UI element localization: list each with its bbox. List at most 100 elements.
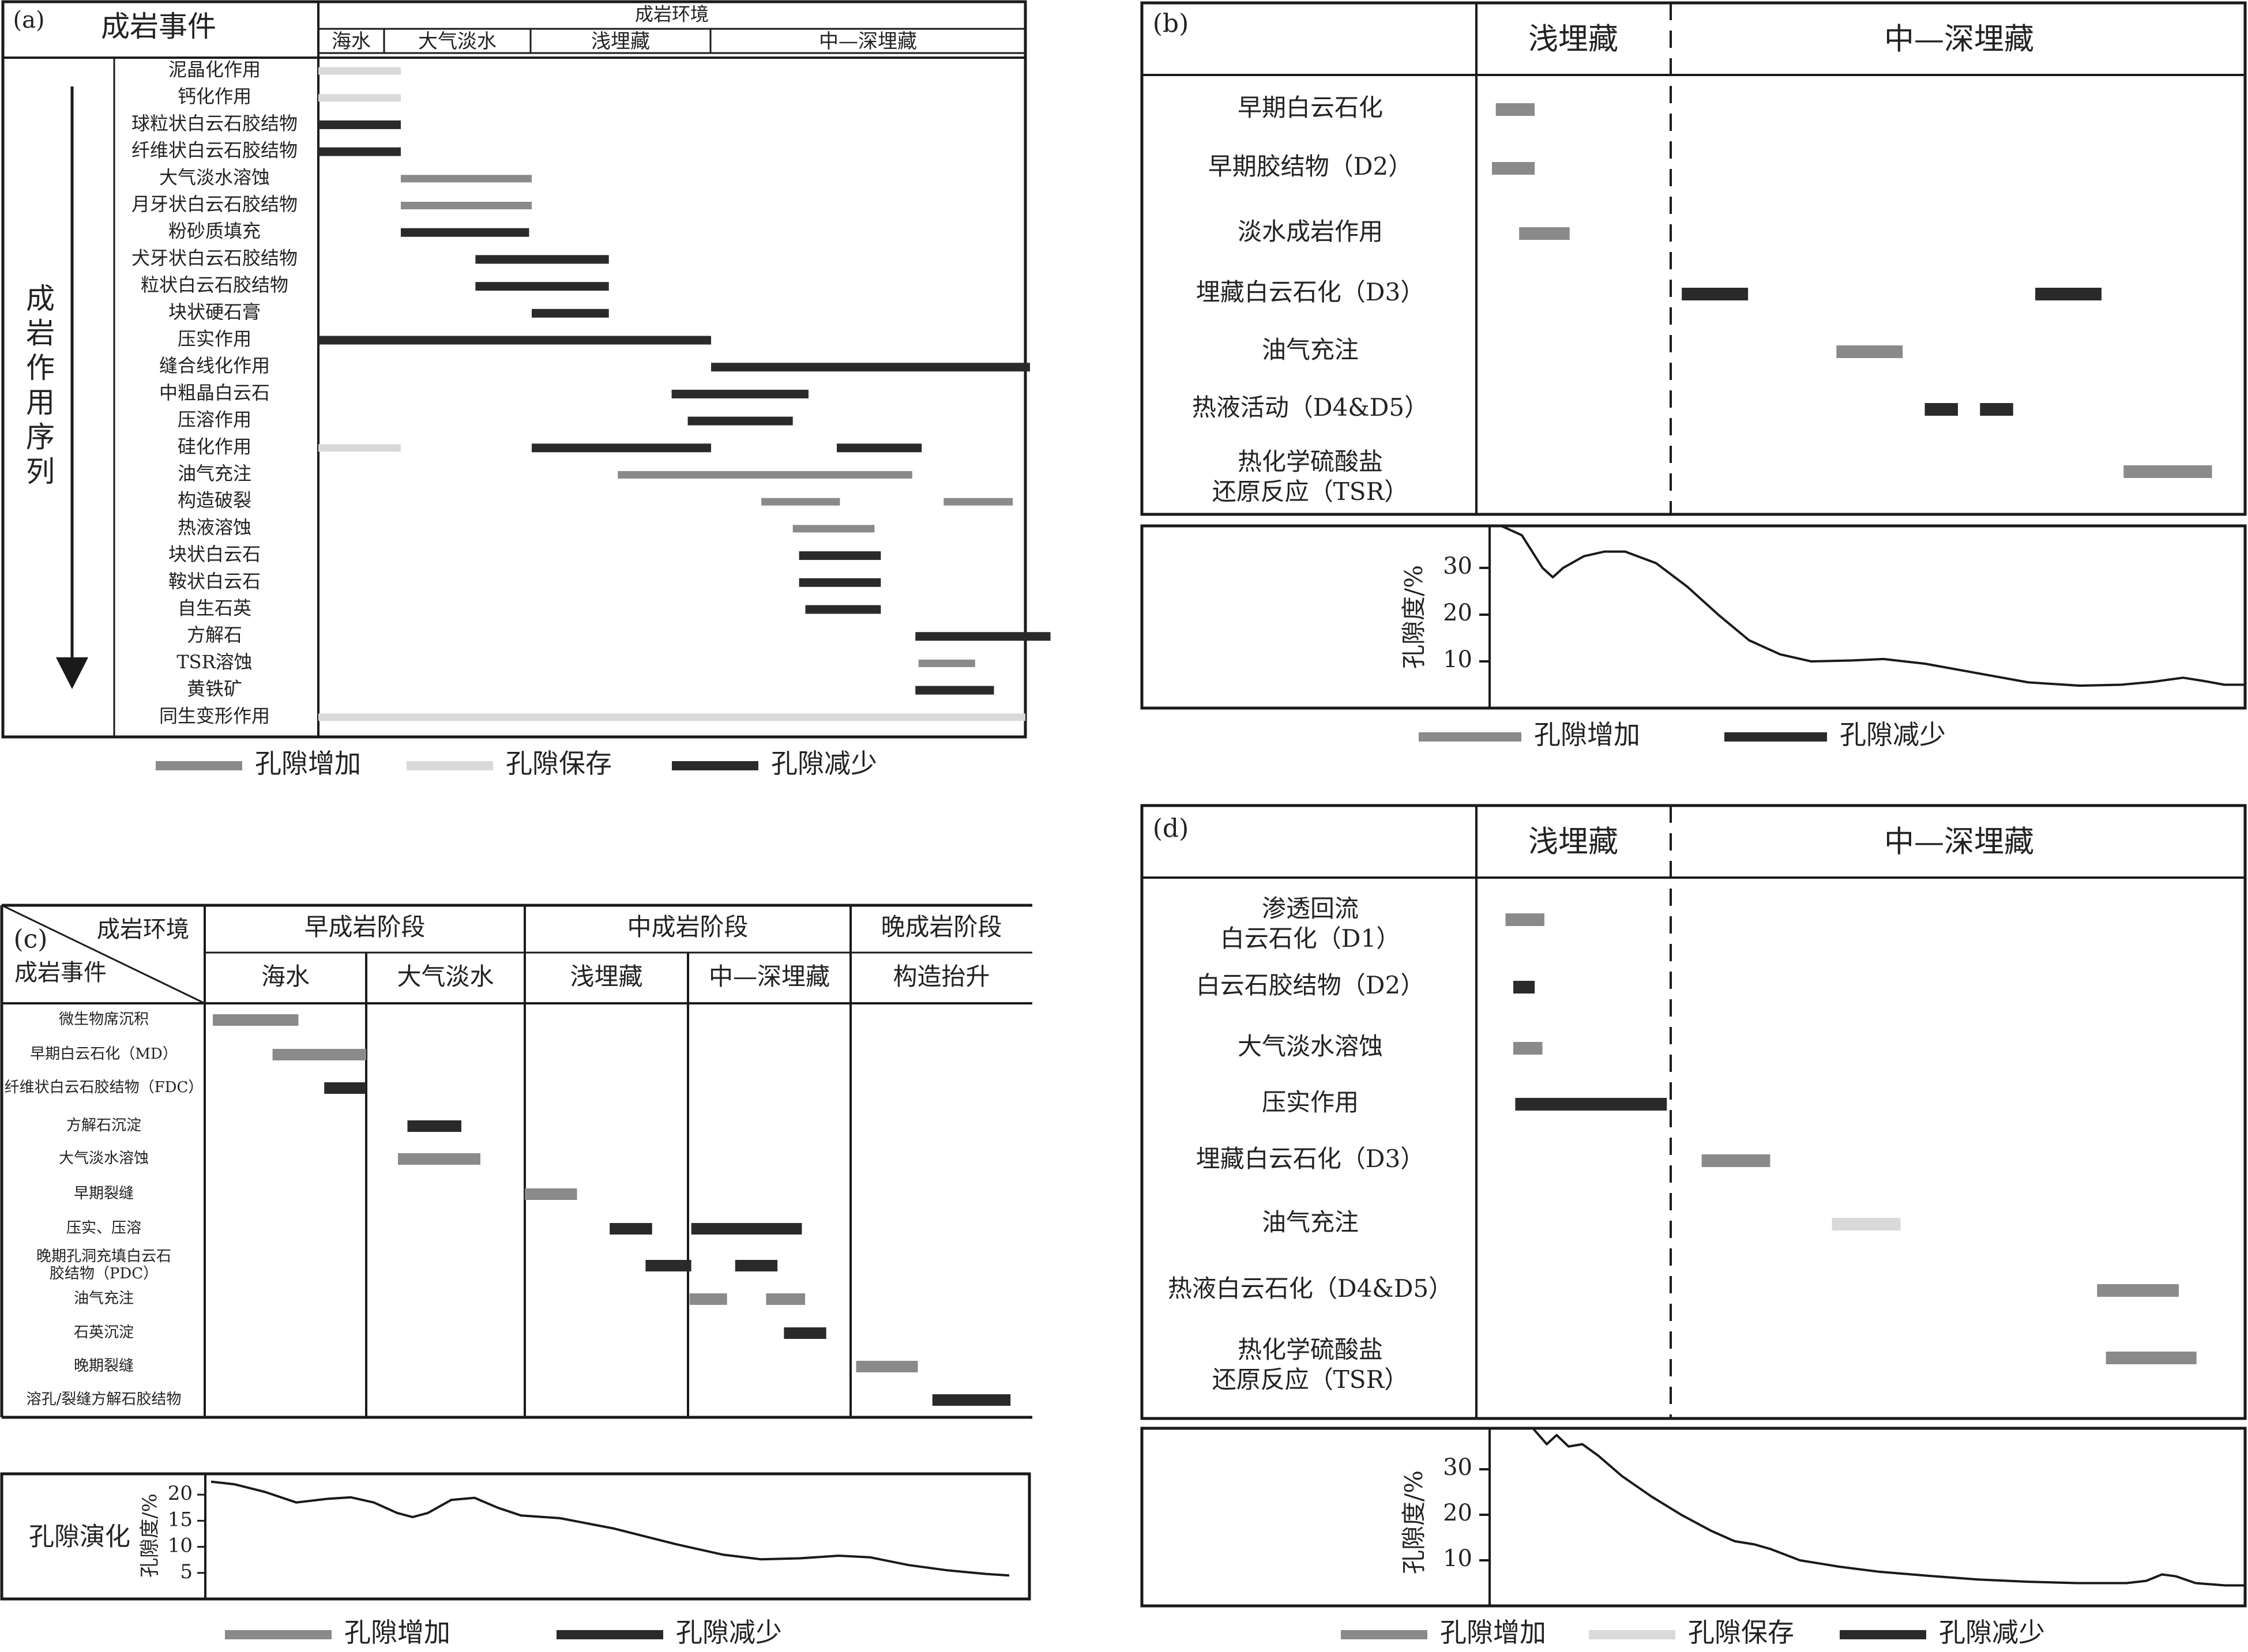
panel-d-bar xyxy=(2097,1284,2179,1297)
panel-a-bar xyxy=(618,471,912,479)
panel-d-bar xyxy=(1513,1042,1543,1055)
panel-b-label: (b) xyxy=(1153,9,1189,39)
panel-d-bar xyxy=(1515,1098,1667,1111)
panel-a-arrow-label: 成岩作用序列 xyxy=(26,282,55,488)
panel-a-event-label: 缝合线化作用 xyxy=(159,355,270,377)
panel-b-tick-label: 30 xyxy=(1443,553,1472,579)
panel-c-bar xyxy=(932,1394,1011,1406)
panel-b-porosity-label: 孔隙度/% xyxy=(1400,565,1428,669)
panel-a-bar xyxy=(318,94,401,102)
panel-c-bar xyxy=(407,1120,461,1132)
panel-a-bar xyxy=(401,228,529,237)
panel-d-event-label: 渗透回流白云石化（D1） xyxy=(1220,894,1400,953)
panel-d-col2: 中—深埋藏 xyxy=(1884,825,2034,860)
legend-label-decrease: 孔隙减少 xyxy=(771,748,877,779)
panel-c-event-label: 早期白云石化（MD） xyxy=(30,1045,177,1063)
panel-c-env-2: 浅埋藏 xyxy=(570,962,642,991)
panel-a-bar xyxy=(761,498,840,506)
panel-a-event-label: 油气充注 xyxy=(178,462,251,484)
legend-swatch-preserve xyxy=(407,761,493,770)
panel-a-event-label: 粒状白云石胶结物 xyxy=(141,274,288,296)
panel-b-bar xyxy=(1491,162,1535,175)
panel-c-stage-2: 晚成岩阶段 xyxy=(881,913,1002,941)
panel-c-event-label: 压实、压溶 xyxy=(66,1220,141,1237)
panel-a-event-label: 同生变形作用 xyxy=(159,705,270,727)
panel-a-env-0: 海水 xyxy=(332,30,371,53)
panel-c-stage-0: 早成岩阶段 xyxy=(304,913,425,941)
panel-c-bar xyxy=(272,1049,366,1060)
panel-b-bar xyxy=(1836,345,1903,358)
panel-c-label: (c) xyxy=(14,925,48,954)
panel-d-tick-label: 30 xyxy=(1443,1454,1472,1481)
panel-a-bar xyxy=(318,67,401,75)
panel-b-bar xyxy=(2123,465,2212,478)
panel-c-bar xyxy=(689,1293,727,1305)
legend-swatch-increase xyxy=(156,761,242,770)
panel-a-bar xyxy=(475,255,609,264)
panel-a-bar xyxy=(532,443,711,453)
panel-a-event-label: 黄铁矿 xyxy=(187,678,242,700)
panel-a-bar xyxy=(401,202,532,209)
panel-c-corner-top: 成岩环境 xyxy=(97,916,189,943)
panel-d-col1: 浅埋藏 xyxy=(1528,825,1618,860)
panel-c-bar xyxy=(645,1260,691,1271)
panel-a-event-label: 中粗晶白云石 xyxy=(159,382,270,404)
panel-d-bar xyxy=(2106,1352,2197,1364)
panel-d-label: (d) xyxy=(1153,814,1189,844)
panel-a-event-header: 成岩事件 xyxy=(101,10,216,43)
legend-label-preserve: 孔隙保存 xyxy=(506,748,612,779)
panel-d-event-label: 热液白云石化（D4&D5） xyxy=(1168,1274,1453,1303)
panel-c-bar xyxy=(324,1082,366,1094)
panel-c-event-label: 大气淡水溶蚀 xyxy=(59,1150,149,1167)
legend-label-increase: 孔隙增加 xyxy=(1534,719,1640,750)
panel-a-event-label: 构造破裂 xyxy=(178,490,251,511)
panel-a-bar xyxy=(915,686,994,695)
panel-a-arrow-head xyxy=(56,657,88,689)
panel-c-porosity-label: 孔隙度/% xyxy=(138,1493,161,1578)
panel-a-event-label: 月牙状白云石胶结物 xyxy=(131,193,298,215)
legend-swatch-increase xyxy=(1419,732,1521,742)
panel-c-env-1: 大气淡水 xyxy=(397,962,494,991)
panel-c-stage-1: 中成岩阶段 xyxy=(627,913,748,941)
panel-c-bar xyxy=(213,1014,299,1026)
panel-d-porosity-curve xyxy=(1532,1427,2245,1587)
panel-c-env-0: 海水 xyxy=(261,962,310,991)
panel-b-bar xyxy=(2035,288,2102,300)
legend-swatch-decrease xyxy=(672,761,758,770)
panel-c-bar xyxy=(691,1223,802,1235)
panel-d-bar xyxy=(1505,913,1544,926)
panel-d-event-label: 热化学硫酸盐还原反应（TSR） xyxy=(1212,1335,1408,1394)
panel-c-bar xyxy=(610,1223,652,1235)
panel-a-event-label: 块状硬石膏 xyxy=(168,301,261,323)
panel-c-porosity-title: 孔隙演化 xyxy=(29,1522,130,1552)
panel-c-event-label: 纤维状白云石胶结物（FDC） xyxy=(5,1079,204,1096)
panel-b-frame xyxy=(1140,1,2247,516)
panel-b-tick-label: 20 xyxy=(1443,600,1472,626)
panel-a-bar xyxy=(318,713,1025,721)
panel-b-bar xyxy=(1495,103,1535,116)
panel-c-tick-label: 5 xyxy=(180,1560,193,1583)
panel-c-env-4: 构造抬升 xyxy=(893,962,990,991)
panel-a-bar xyxy=(792,525,875,533)
panel-b-bar xyxy=(1682,288,1749,300)
panel-c-bar xyxy=(766,1293,806,1305)
panel-c-tick-label: 10 xyxy=(168,1534,193,1557)
panel-c-bar xyxy=(735,1260,778,1271)
panel-d-bar xyxy=(1513,981,1535,994)
panel-a-bar xyxy=(918,659,975,667)
panel-d-bar xyxy=(1832,1218,1901,1230)
panel-d-porosity-frame xyxy=(1140,1427,2247,1608)
panel-b-event-label: 油气充注 xyxy=(1262,336,1359,364)
panel-a-label: (a) xyxy=(13,7,44,33)
panel-b-event-label: 热化学硫酸盐还原反应（TSR） xyxy=(1212,447,1408,506)
panel-a-env-1: 大气淡水 xyxy=(418,30,497,53)
panel-a-event-label: 纤维状白云石胶结物 xyxy=(131,140,298,161)
panel-a-event-label: 块状白云石 xyxy=(168,543,261,565)
legend-swatch-increase xyxy=(225,1630,332,1639)
panel-a-bar xyxy=(532,308,609,318)
panel-b-tick-label: 10 xyxy=(1443,646,1472,673)
panel-a-event-label: 热液溶蚀 xyxy=(178,516,251,538)
panel-b-porosity-frame xyxy=(1140,524,2247,710)
legend-swatch-increase xyxy=(1341,1630,1427,1639)
